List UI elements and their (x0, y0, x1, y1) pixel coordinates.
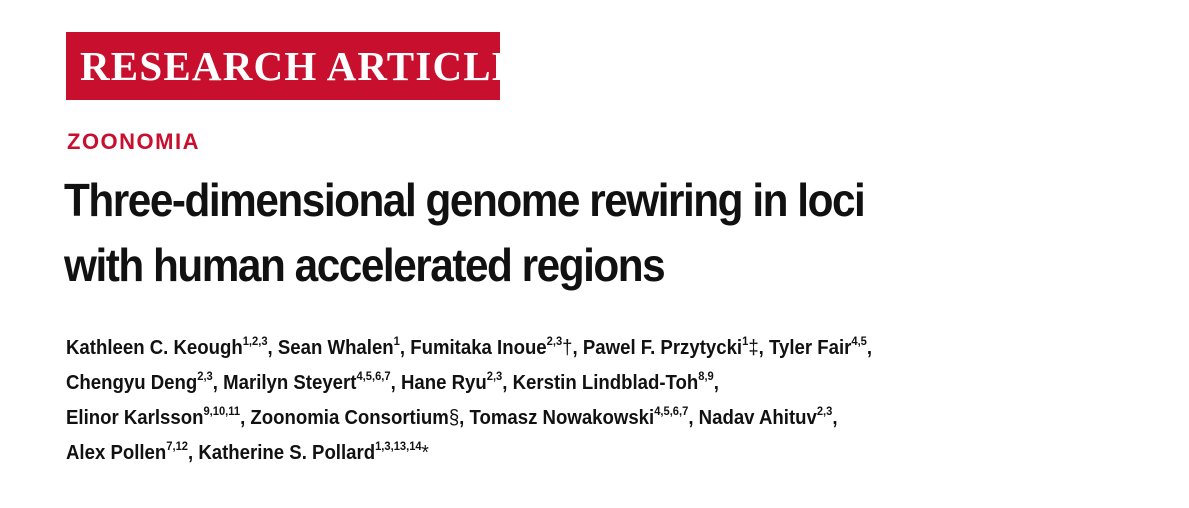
author: Sean Whalen1 (277, 334, 400, 359)
author: Marilyn Steyert4,5,6,7 (223, 369, 391, 394)
author: Tyler Fair4,5 (769, 334, 867, 359)
title-line: Three-dimensional genome rewiring in loc… (64, 174, 866, 226)
section-label: ZOONOMIA (67, 129, 200, 154)
author: Chengyu Deng2,3 (66, 369, 213, 394)
author: Alex Pollen7,12 (66, 439, 188, 464)
author-line: Alex Pollen7,12, Katherine S. Pollard1,3… (66, 439, 429, 464)
author: Kerstin Lindblad-Toh8,9 (512, 369, 714, 394)
author: Hane Ryu2,3 (400, 369, 503, 394)
title-line: with human accelerated regions (64, 239, 666, 291)
author: Pawel F. Przytycki1‡ (582, 334, 759, 359)
author: Elinor Karlsson9,10,11 (66, 404, 241, 429)
author: Katherine S. Pollard1,3,13,14* (198, 439, 429, 464)
author: Fumitaka Inoue2,3† (410, 334, 573, 359)
author: Tomasz Nowakowski4,5,6,7 (469, 404, 689, 429)
author: Zoonomia Consortium§ (250, 407, 460, 429)
author: Nadav Ahituv2,3 (698, 404, 833, 429)
article-type-banner: RESEARCH ARTICLE (66, 32, 500, 100)
author-line: Elinor Karlsson9,10,11, Zoonomia Consort… (66, 404, 838, 429)
author-list: Kathleen C. Keough1,2,3, Sean Whalen1, F… (66, 331, 1182, 471)
author: Kathleen C. Keough1,2,3 (66, 334, 268, 359)
article-title: Three-dimensional genome rewiring in loc… (64, 168, 984, 298)
author-line: Kathleen C. Keough1,2,3, Sean Whalen1, F… (66, 334, 873, 359)
author-line: Chengyu Deng2,3, Marilyn Steyert4,5,6,7,… (66, 369, 719, 394)
